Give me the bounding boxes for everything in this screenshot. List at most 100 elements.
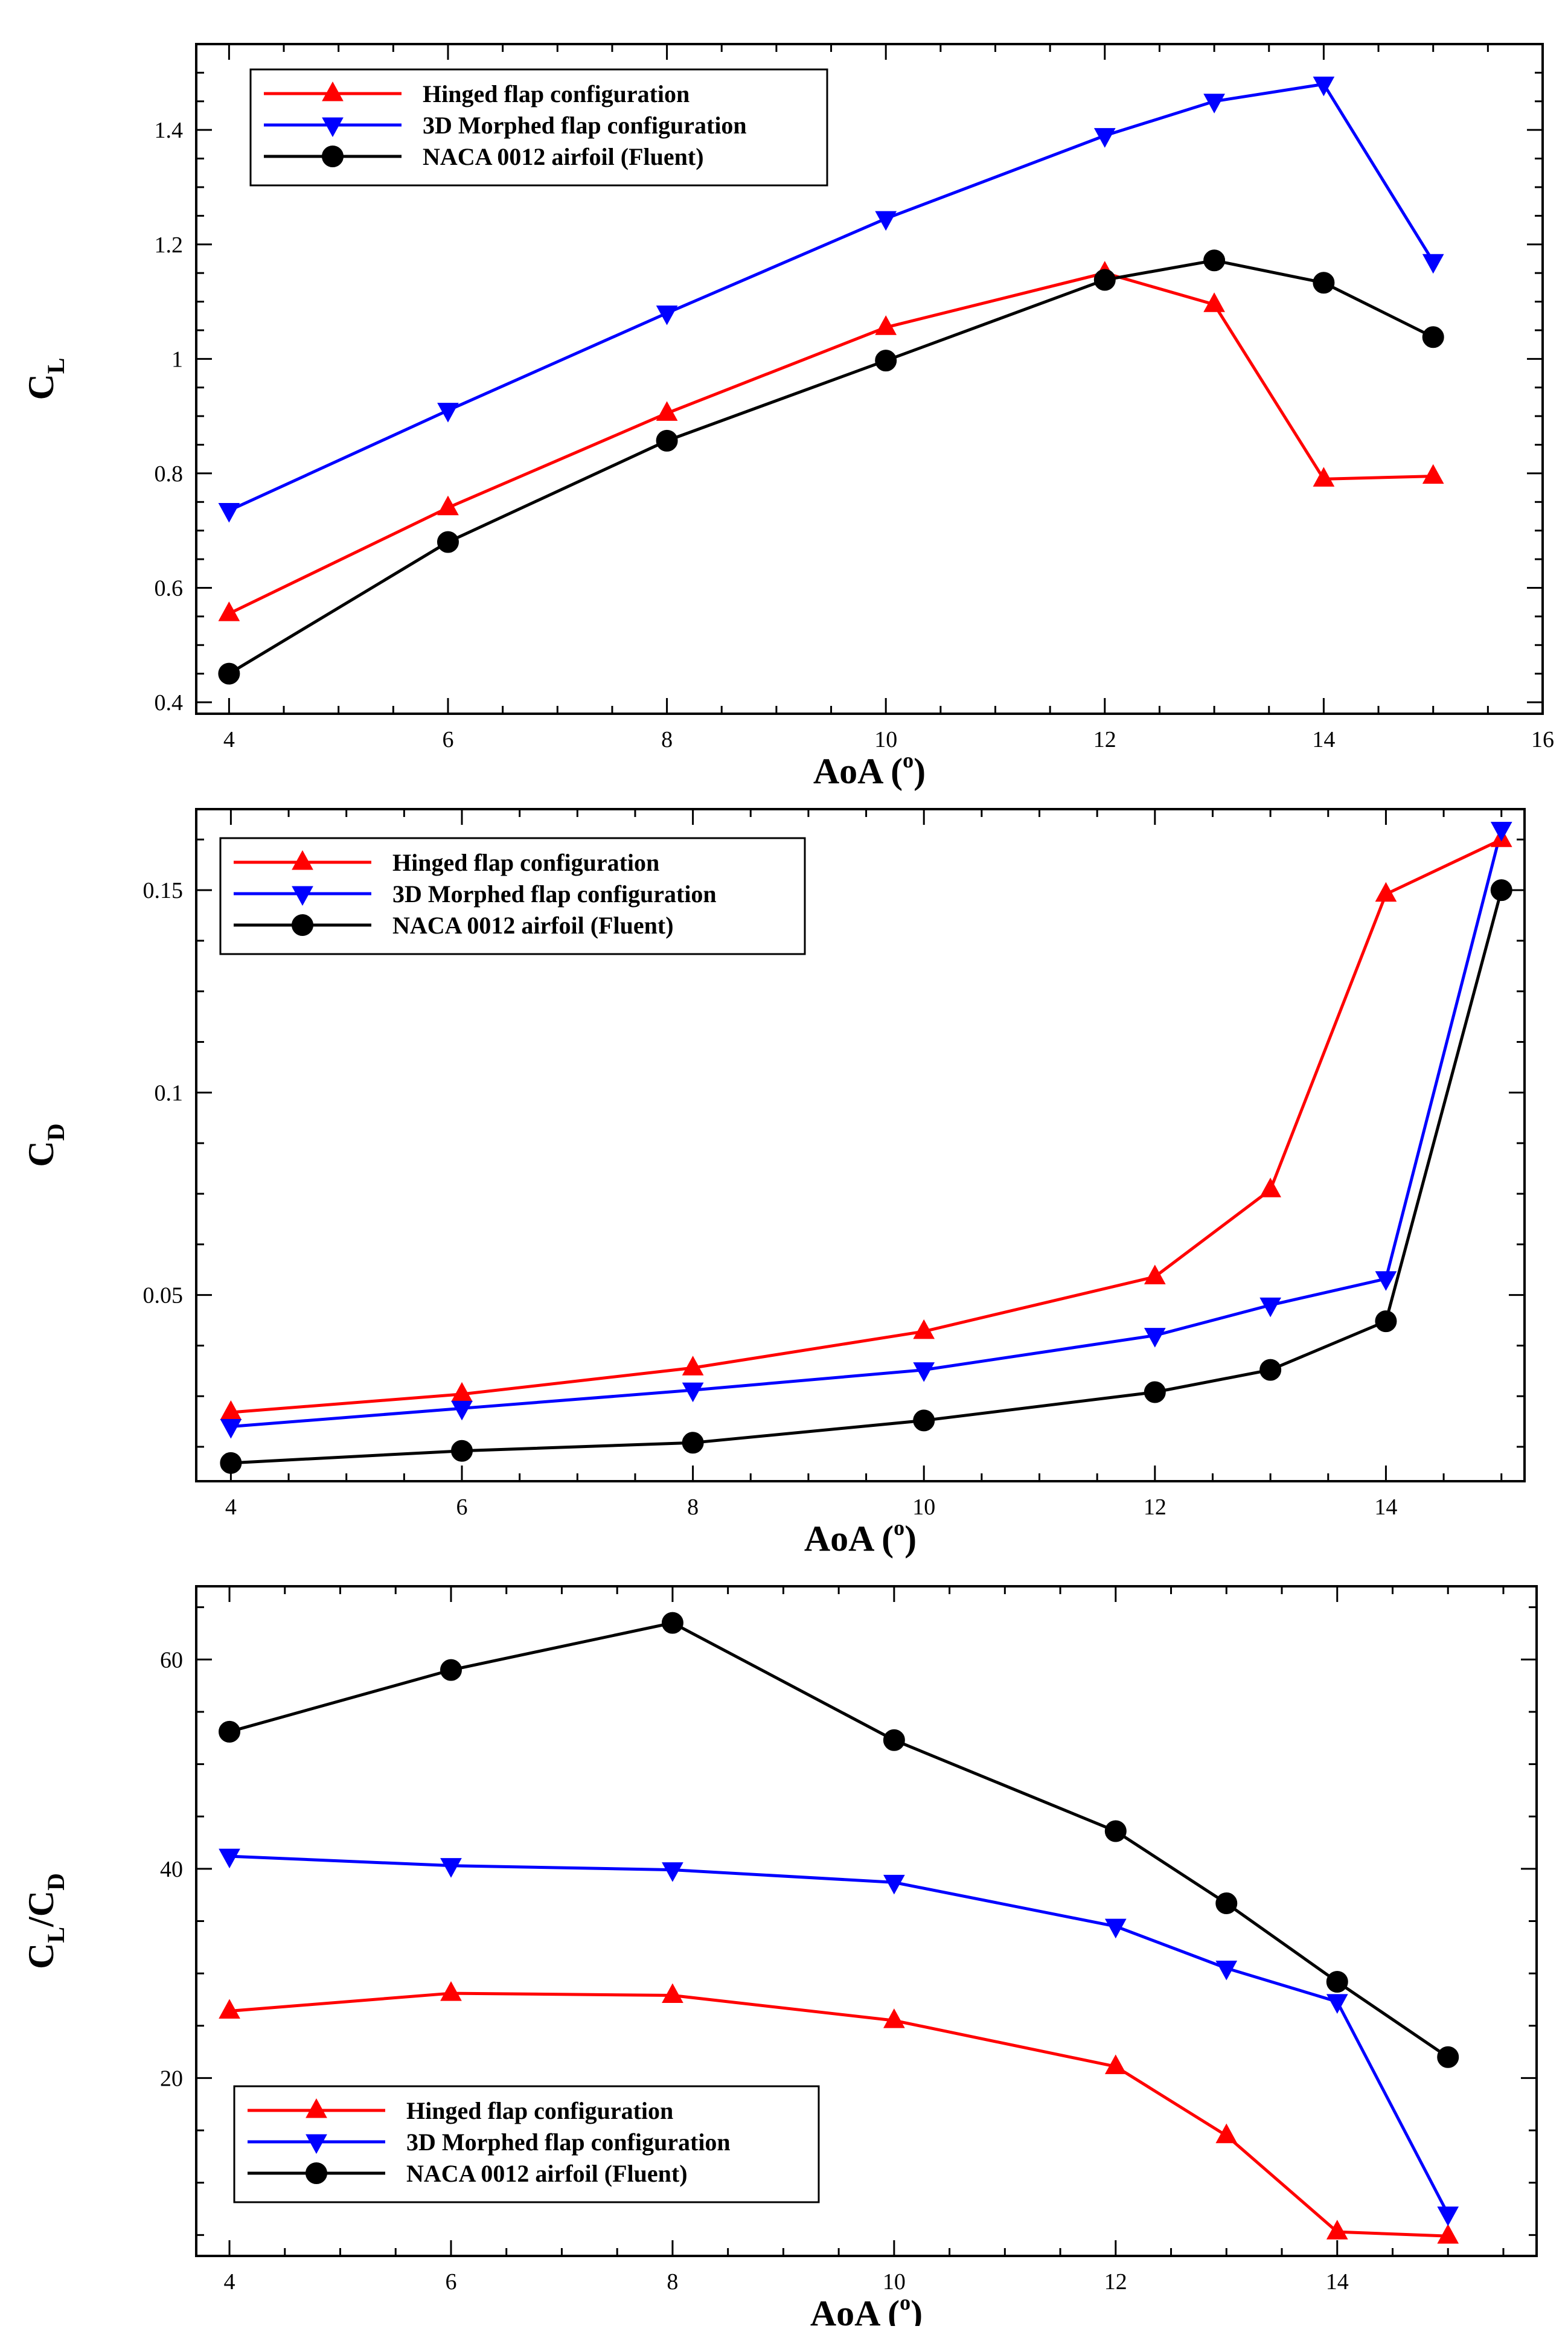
data-point-circle [1422,326,1444,348]
data-point-triangle-up [437,495,459,516]
y-tick-label: 1.2 [155,232,184,258]
data-point-circle [437,531,459,553]
data-point-circle [656,429,678,452]
series-line-3 [231,889,1503,1465]
legend-label: Hinged flap configuration [392,849,659,876]
legend-box [219,837,806,955]
legend-label: Hinged flap configuration [406,2097,673,2124]
data-point-triangle-down [883,1874,905,1895]
data-point-circle [1437,2046,1459,2068]
legend-marker-circle [292,914,313,936]
x-tick-label: 12 [1144,1494,1166,1520]
data-point-circle [661,1612,683,1634]
series-line-3 [228,258,1434,675]
data-point-triangle-up [1326,2220,1348,2240]
chart-panel-2: 4 6 8 10 12 14 0.05 0.1 0.15 AoA (o) CD Hinged flap… [21,808,1526,1559]
legend-marker-triangle-down [292,886,313,906]
series-group [220,822,1512,1474]
x-tick-label: 16 [1531,727,1554,752]
y-tick-label: 0.1 [155,1080,184,1106]
data-point-triangle-up [1313,467,1335,487]
data-point-triangle-up [662,1983,683,2004]
series-line-1 [231,838,1502,1414]
legend: Hinged flap configuration 3D Morphed flap… [249,68,828,187]
legend: Hinged flap configuration 3D Morphed flap… [219,837,806,955]
plot-frame [195,808,1526,1482]
data-point-triangle-up [220,1400,242,1420]
y-tick-label: 0.8 [155,461,184,487]
data-point-triangle-up [883,2008,905,2028]
y-tick-label: 0.15 [143,878,184,903]
data-point-triangle-up [682,1356,704,1376]
chart-panel-3: 4 6 8 10 12 14 20 40 60 AoA (o) CL/CD Hinged flap c… [21,1585,1538,2329]
data-point-triangle-up [1104,2054,1127,2074]
legend-label: 3D Morphed flap configuration [406,2129,731,2156]
series-group [218,76,1444,685]
data-point-circle [1093,269,1116,291]
data-point-triangle-down [437,403,459,423]
data-point-circle [220,1452,242,1474]
legend-marker-triangle-up [322,81,344,101]
data-point-triangle-up [1215,2123,1238,2144]
data-point-triangle-down [1326,1994,1348,2014]
legend-marker-circle [322,146,344,167]
data-point-circle [1313,272,1335,294]
data-point-circle [218,662,240,685]
data-point-triangle-down [440,1858,462,1878]
data-point-circle [1490,879,1512,902]
data-point-triangle-up [875,315,897,335]
data-point-circle [875,350,897,372]
data-point-triangle-down [219,1848,240,1869]
data-point-triangle-down [451,1400,473,1421]
x-axis-title: AoA (o) [804,1516,917,1559]
data-point-triangle-down [218,503,240,523]
legend-box [233,2085,820,2203]
x-tick-label: 8 [667,2269,678,2295]
data-point-circle [1203,249,1226,272]
data-point-triangle-up [219,1999,240,2019]
data-point-triangle-down [875,211,897,231]
legend-marker-triangle-up [306,2098,327,2118]
x-tick-label: 14 [1312,727,1335,752]
legend-label: 3D Morphed flap configuration [392,880,717,908]
data-point-circle [219,1720,241,1743]
legend: Hinged flap configuration 3D Morphed flap… [233,2085,820,2203]
data-point-triangle-down [1259,1297,1281,1318]
data-point-triangle-down [1313,76,1335,97]
data-point-triangle-up [1259,1177,1281,1197]
data-point-circle [682,1432,704,1454]
series-line-1 [228,271,1433,615]
y-tick-label: 40 [160,1857,183,1882]
legend-label: NACA 0012 airfoil (Fluent) [392,912,674,939]
data-point-triangle-up [1375,882,1397,902]
data-point-triangle-down [1203,94,1225,114]
data-point-circle [1259,1359,1282,1381]
x-tick-label: 12 [1104,2269,1127,2295]
x-tick-label: 6 [445,2269,456,2295]
x-tick-label: 14 [1374,1494,1397,1520]
legend-marker-circle [306,2162,327,2184]
data-point-triangle-down [220,1418,242,1439]
data-point-triangle-down [662,1862,683,1882]
legend-marker-triangle-down [306,2134,327,2154]
y-tick-label: 0.05 [143,1283,184,1309]
data-point-triangle-up [656,401,678,421]
y-tick-label: 1 [171,347,183,372]
legend-box [249,68,828,187]
legend-marker-triangle-up [292,850,313,870]
data-point-circle [1144,1381,1166,1403]
data-point-triangle-down [1422,254,1444,274]
x-tick-label: 4 [225,1494,237,1520]
legend-label: 3D Morphed flap configuration [423,112,747,139]
series-line-2 [231,828,1503,1428]
y-tick-label: 1.4 [155,118,184,143]
y-tick-label: 20 [160,2066,183,2091]
data-point-triangle-down [1437,2206,1459,2226]
x-tick-label: 12 [1093,727,1116,752]
data-point-triangle-down [1215,1960,1238,1981]
data-point-triangle-up [440,1981,462,2001]
data-point-triangle-down [656,305,678,325]
data-point-triangle-up [218,601,240,621]
data-point-triangle-up [1203,292,1225,312]
x-tick-label: 10 [874,727,897,752]
